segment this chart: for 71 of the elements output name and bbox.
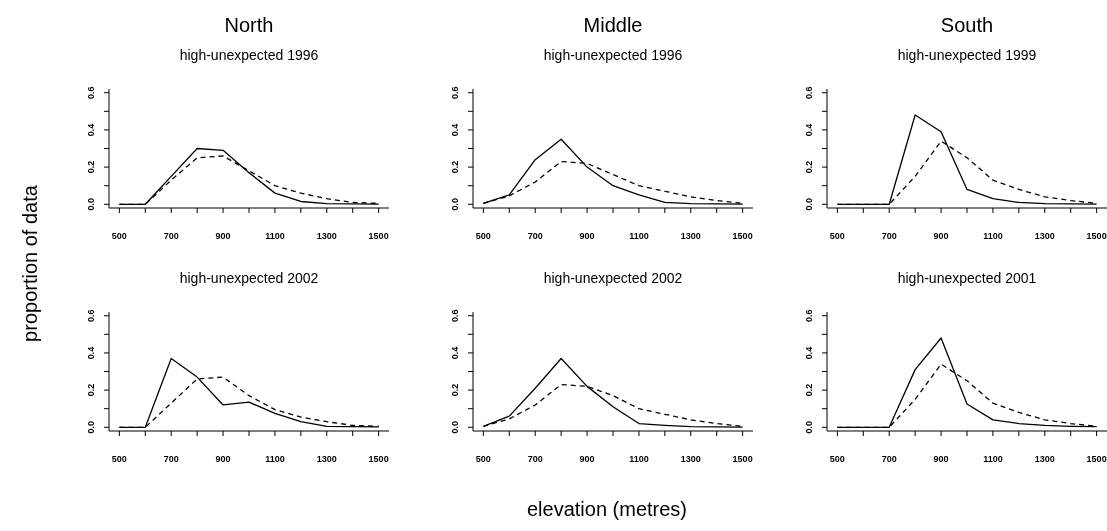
x-tick-label: 500 <box>829 231 845 241</box>
y-tick-label: 0.6 <box>450 309 460 322</box>
y-tick-label: 0.2 <box>86 383 96 397</box>
x-tick-label: 1500 <box>1086 231 1107 241</box>
y-tick-label: 0.2 <box>804 160 814 174</box>
y-tick-label: 0.4 <box>450 346 460 360</box>
y-tick-label: 0.6 <box>804 309 814 322</box>
x-tick-label: 1100 <box>629 231 649 241</box>
y-tick-label: 0.0 <box>804 198 814 211</box>
y-tick-label: 0.6 <box>804 86 814 99</box>
y-tick-label: 0.0 <box>450 198 460 211</box>
x-tick-label: 700 <box>527 231 543 241</box>
y-tick-label: 0.6 <box>86 86 96 99</box>
y-tick-label: 0.0 <box>86 198 96 211</box>
x-tick-label: 1500 <box>368 231 389 241</box>
chart-title: Middle <box>582 14 644 37</box>
x-tick-label: 900 <box>933 231 949 241</box>
x-tick-label: 500 <box>475 454 491 464</box>
x-tick-label: 500 <box>111 454 127 464</box>
x-tick-label: 700 <box>163 454 179 464</box>
x-tick-label: 1300 <box>680 454 701 464</box>
y-tick-label: 0.2 <box>450 160 460 174</box>
chart-subtitle: high-unexpected 1996 <box>542 47 684 63</box>
x-tick-label: 700 <box>881 454 897 464</box>
x-tick-label: 1100 <box>983 454 1003 464</box>
y-tick-label: 0.4 <box>86 123 96 137</box>
y-tick-label: 0.4 <box>450 123 460 137</box>
y-tick-label: 0.0 <box>804 421 814 434</box>
chart-subtitle: high-unexpected 2002 <box>178 270 320 286</box>
y-tick-label: 0.4 <box>804 123 814 137</box>
y-tick-label: 0.0 <box>450 421 460 434</box>
y-tick-label: 0.2 <box>804 383 814 397</box>
chart-subtitle: high-unexpected 2001 <box>896 270 1038 286</box>
y-tick-label: 0.2 <box>86 160 96 174</box>
x-tick-label: 700 <box>163 231 179 241</box>
x-tick-label: 1300 <box>316 231 337 241</box>
chart-title: South <box>939 14 995 37</box>
x-tick-label: 1100 <box>983 231 1003 241</box>
x-tick-label: 900 <box>215 454 231 464</box>
x-tick-label: 900 <box>579 231 595 241</box>
x-tick-label: 1500 <box>1086 454 1107 464</box>
x-tick-label: 1100 <box>629 454 649 464</box>
x-tick-label: 500 <box>829 454 845 464</box>
x-tick-label: 1500 <box>368 454 389 464</box>
chart-subtitle: high-unexpected 1996 <box>178 47 320 63</box>
x-tick-label: 1300 <box>1034 231 1055 241</box>
y-tick-label: 0.6 <box>450 86 460 99</box>
x-tick-label: 1300 <box>1034 454 1055 464</box>
x-tick-label: 500 <box>475 231 491 241</box>
y-tick-label: 0.4 <box>804 346 814 360</box>
x-tick-label: 900 <box>215 231 231 241</box>
y-tick-label: 0.0 <box>86 421 96 434</box>
x-tick-label: 900 <box>579 454 595 464</box>
x-axis-title: elevation (metres) <box>525 498 689 521</box>
chart-subtitle: high-unexpected 2002 <box>542 270 684 286</box>
x-tick-label: 1100 <box>265 454 285 464</box>
x-tick-label: 700 <box>527 454 543 464</box>
x-tick-label: 1300 <box>680 231 701 241</box>
x-tick-label: 1300 <box>316 454 337 464</box>
chart-title: North <box>223 14 275 37</box>
x-tick-label: 1500 <box>732 231 753 241</box>
x-tick-label: 500 <box>111 231 127 241</box>
x-tick-label: 1500 <box>732 454 753 464</box>
y-axis-title: proportion of data <box>18 184 42 344</box>
x-tick-label: 700 <box>881 231 897 241</box>
y-tick-label: 0.4 <box>86 346 96 360</box>
chart-subtitle: high-unexpected 1999 <box>896 47 1038 63</box>
y-tick-label: 0.2 <box>450 383 460 397</box>
x-tick-label: 1100 <box>265 231 285 241</box>
x-tick-label: 900 <box>933 454 949 464</box>
y-tick-label: 0.6 <box>86 309 96 322</box>
